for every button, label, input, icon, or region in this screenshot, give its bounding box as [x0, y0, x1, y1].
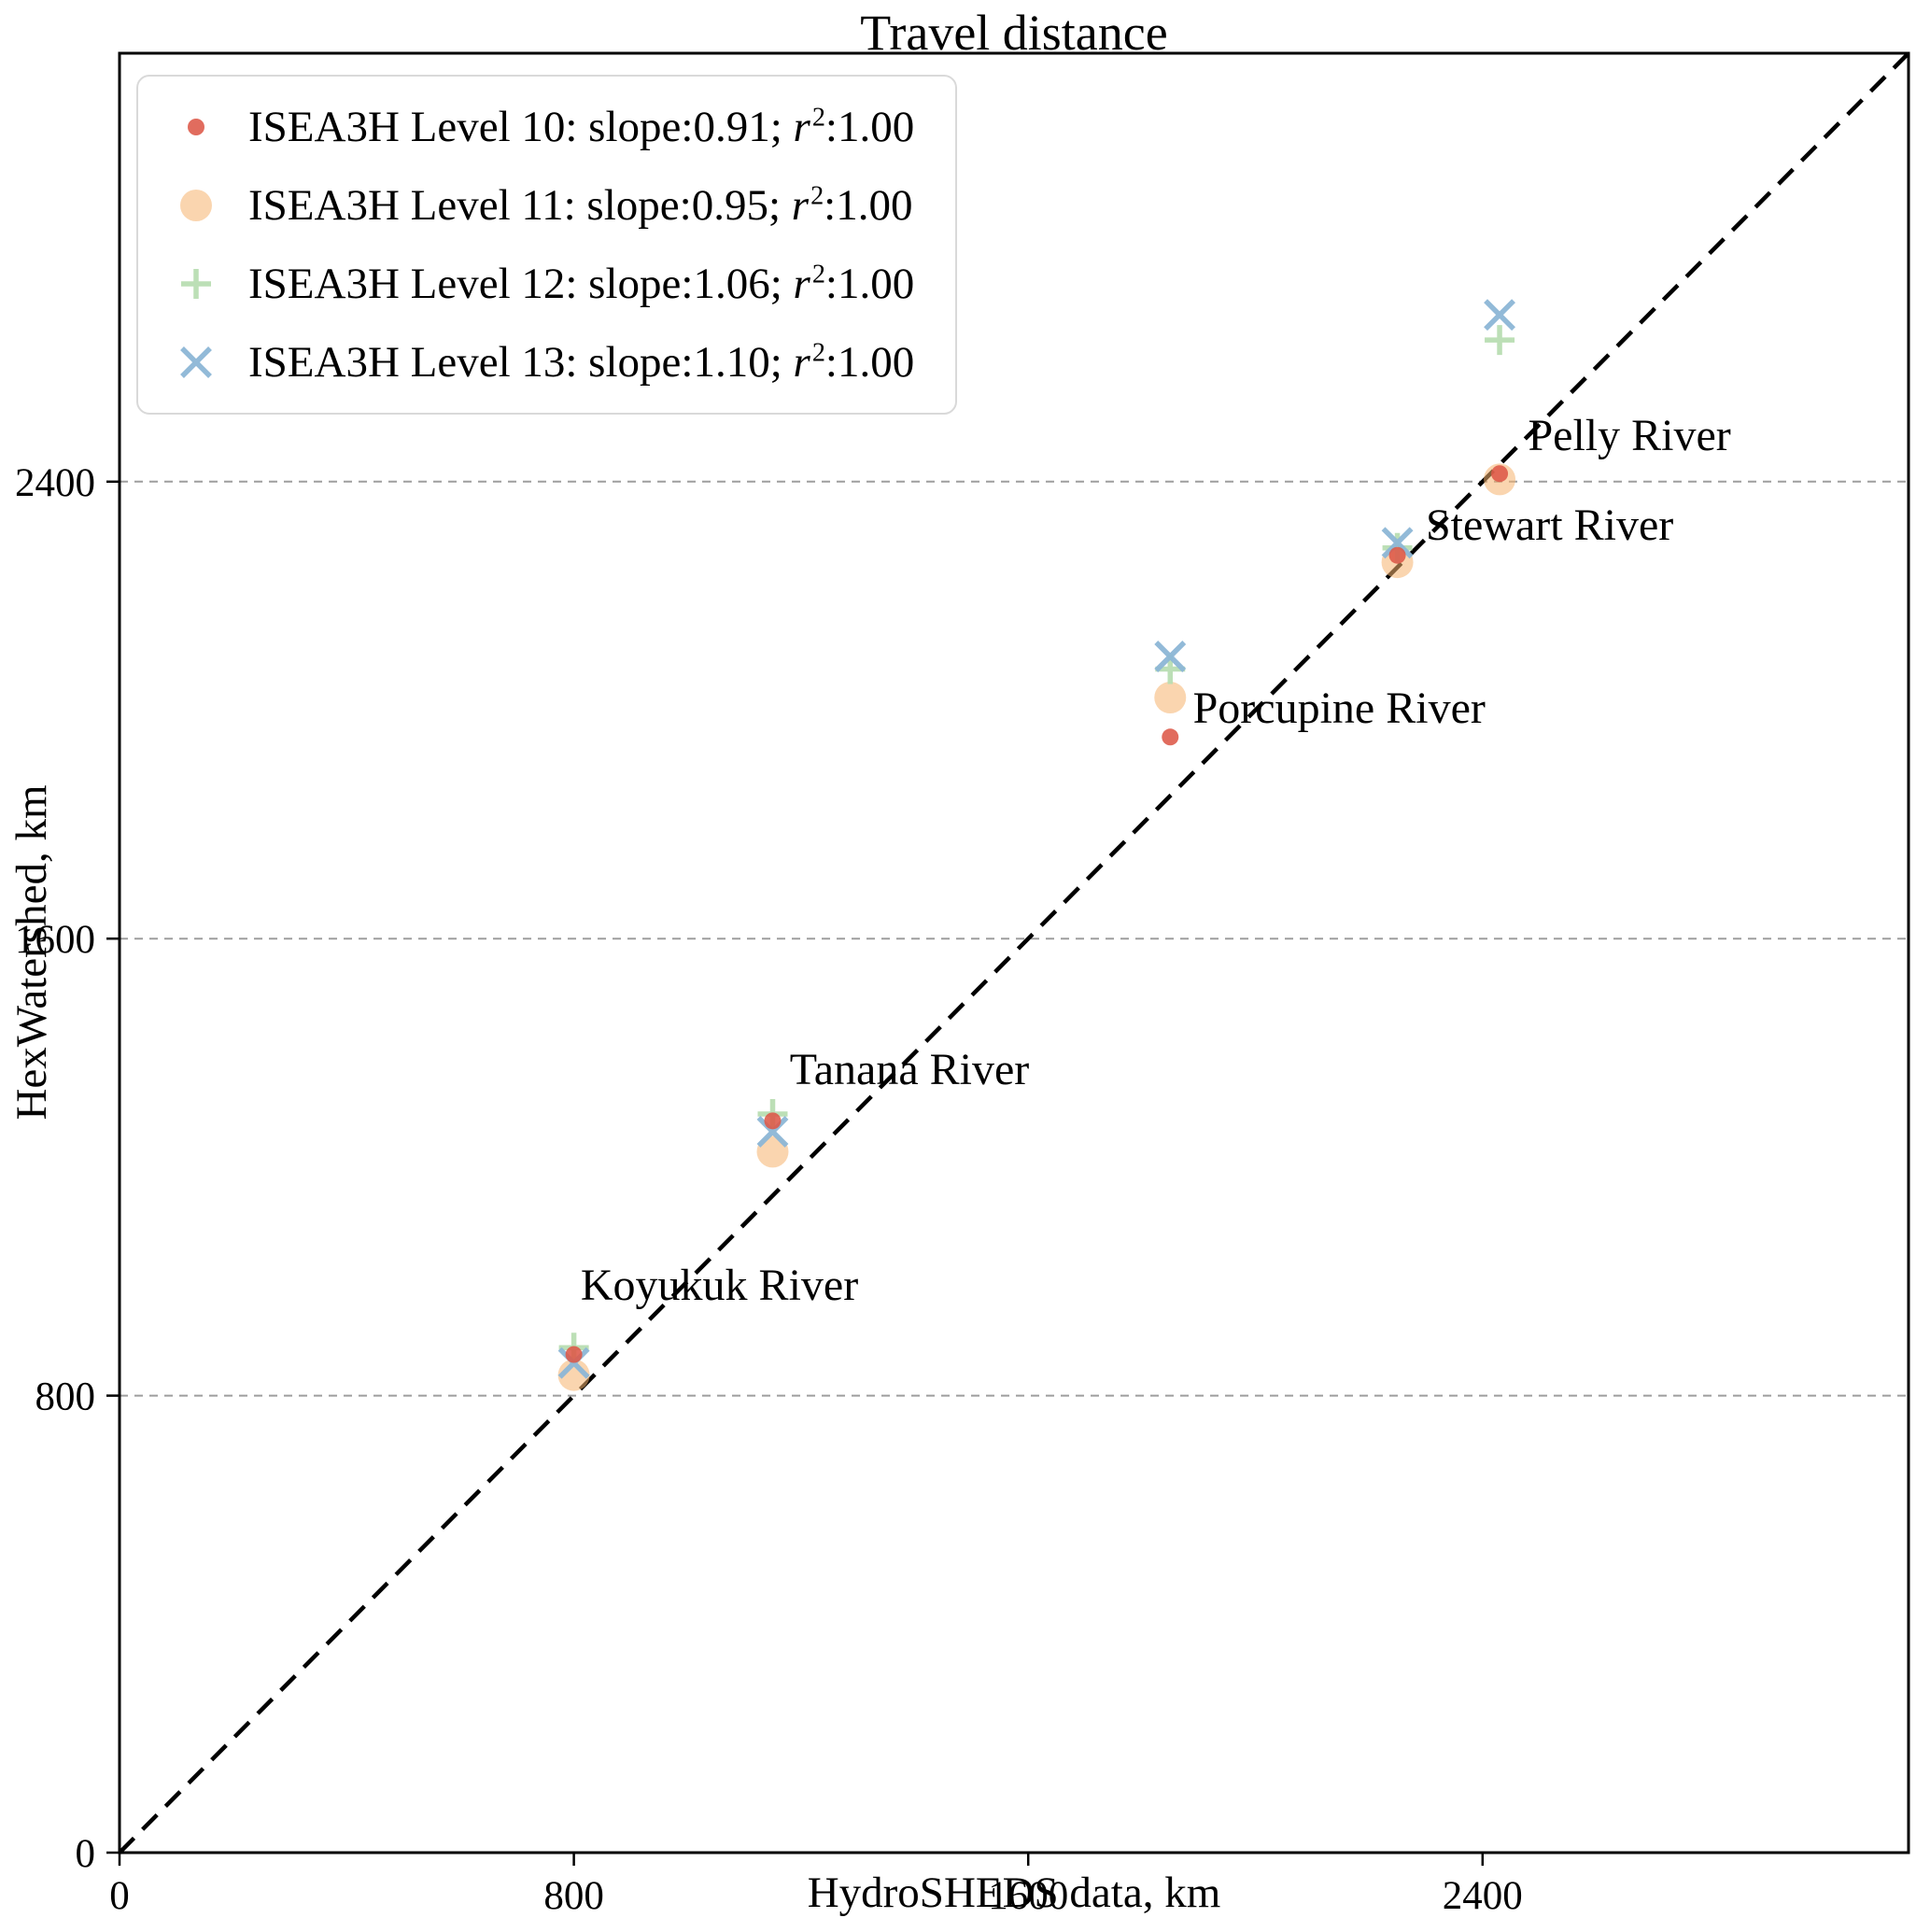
circle-marker-glyph [188, 119, 204, 135]
circle-marker-icon [180, 190, 212, 221]
legend-item-label: ISEA3H Level 11: slope:0.95; r2:1.00 [248, 181, 913, 230]
x-tick-label-2400: 2400 [1443, 1874, 1523, 1918]
x-axis-label: HydroSHEDS data, km [807, 1869, 1221, 1917]
point-isea3h-level-13-koyukuk-river [557, 1347, 590, 1379]
point-isea3h-level-13-stewart-river [1381, 527, 1414, 559]
point-isea3h-level-11-porcupine-river [1154, 682, 1187, 714]
x-tick-label-0: 0 [109, 1874, 130, 1918]
point-isea3h-level-13-tanana-river [756, 1116, 789, 1148]
plus-marker-icon [181, 269, 211, 299]
circle-marker-glyph [180, 190, 212, 221]
legend-item-isea3h-level-12: ISEA3H Level 12: slope:1.06; r2:1.00 [157, 247, 914, 321]
point-isea3h-level-10-stewart-river [1388, 546, 1406, 564]
point-isea3h-level-10-porcupine-river [1162, 728, 1179, 746]
circle-marker-icon [188, 119, 204, 135]
point-isea3h-level-10-koyukuk-river [565, 1346, 583, 1363]
point-isea3h-level-11-koyukuk-river [557, 1359, 590, 1391]
point-isea3h-level-11-tanana-river [756, 1135, 789, 1168]
legend-item-isea3h-level-11: ISEA3H Level 11: slope:0.95; r2:1.00 [157, 168, 914, 243]
x-tick-label-1600: 1600 [988, 1874, 1068, 1918]
legend-item-label: ISEA3H Level 12: slope:1.06; r2:1.00 [248, 260, 915, 308]
point-isea3h-level-10-tanana-river [764, 1112, 782, 1130]
legend-item-isea3h-level-13: ISEA3H Level 13: slope:1.10; r2:1.00 [157, 325, 914, 400]
y-tick-label-0: 0 [76, 1832, 96, 1876]
y-tick-label-1600: 1600 [15, 918, 95, 962]
annotation-pelly-river: Pelly River [1528, 411, 1730, 460]
y-tick-label-800: 800 [35, 1375, 96, 1419]
legend-item-isea3h-level-10: ISEA3H Level 10: slope:0.91; r2:1.00 [157, 90, 914, 164]
y-axis-label: HexWatershed, km [7, 784, 56, 1121]
annotation-stewart-river: Stewart River [1426, 501, 1673, 550]
point-isea3h-level-12-pelly-river [1485, 325, 1515, 356]
legend: ISEA3H Level 10: slope:0.91; r2:1.00 ISEA… [136, 75, 958, 415]
annotation-porcupine-river: Porcupine River [1193, 684, 1486, 733]
point-isea3h-level-13-pelly-river [1484, 299, 1516, 331]
plus-marker-glyph [181, 269, 211, 299]
legend-item-label: ISEA3H Level 10: slope:0.91; r2:1.00 [248, 103, 915, 151]
axes-border [118, 51, 1910, 1854]
annotation-koyukuk-river: Koyukuk River [581, 1261, 858, 1310]
x-marker-glyph [180, 346, 212, 378]
point-isea3h-level-10-pelly-river [1491, 465, 1509, 483]
chart-title: Travel distance [860, 5, 1168, 61]
point-isea3h-level-13-porcupine-river [1154, 641, 1187, 672]
x-marker-icon [180, 346, 212, 378]
legend-item-label: ISEA3H Level 13: slope:1.10; r2:1.00 [248, 338, 915, 387]
annotation-tanana-river: Tanana River [790, 1045, 1030, 1094]
y-tick-label-2400: 2400 [15, 461, 95, 505]
x-tick-label-800: 800 [543, 1874, 604, 1918]
